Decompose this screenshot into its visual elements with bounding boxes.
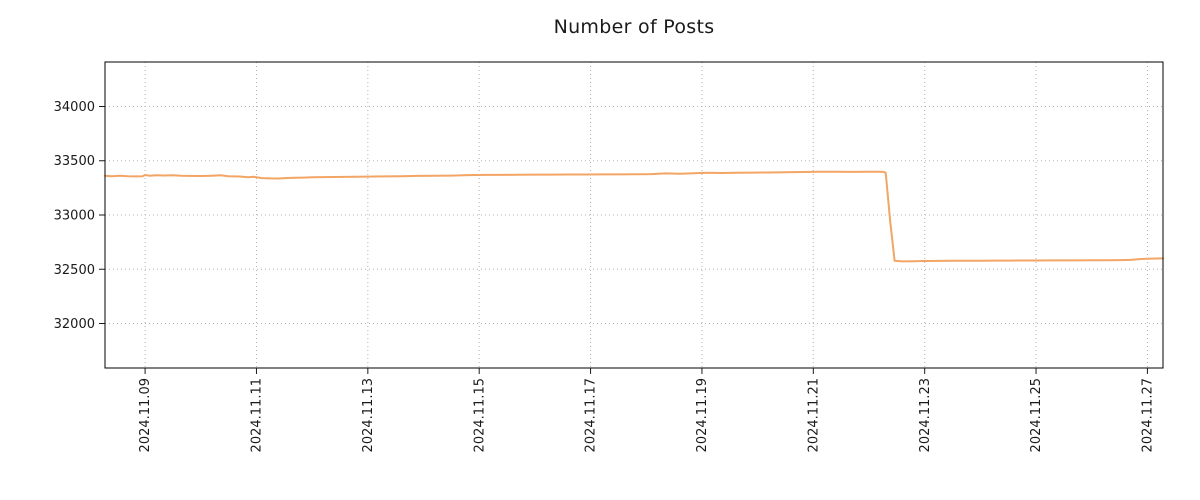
series-line-number-of-posts: [104, 170, 1164, 263]
chart-title: Number of Posts: [553, 16, 715, 38]
x-tick-label: 2024.11.13: [361, 378, 376, 452]
x-tick-label: 2024.11.17: [584, 378, 599, 452]
y-tick-label: 32000: [54, 317, 95, 332]
x-tick-label: 2024.11.21: [806, 378, 821, 452]
y-tick-label: 33000: [54, 209, 95, 224]
y-tick-label: 34000: [54, 100, 95, 115]
x-tick-label: 2024.11.11: [250, 378, 265, 452]
x-tick-label: 2024.11.23: [918, 378, 933, 452]
y-tick-label: 32500: [54, 263, 95, 278]
x-tick-label: 2024.11.27: [1141, 378, 1156, 452]
x-tick-label: 2024.11.15: [472, 378, 487, 452]
x-tick-label: 2024.11.09: [138, 378, 153, 452]
x-tick-label: 2024.11.25: [1029, 378, 1044, 452]
x-tick-label: 2024.11.19: [695, 378, 710, 452]
y-tick-label: 33500: [54, 154, 95, 169]
